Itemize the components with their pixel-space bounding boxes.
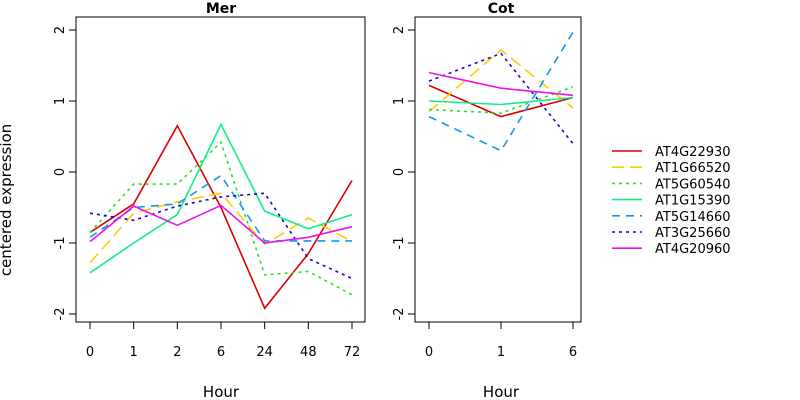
series-line-1-4 <box>428 31 574 152</box>
legend-label-3: AT1G15390 <box>655 194 731 209</box>
x-tick-label-1-2: 6 <box>569 345 577 360</box>
series-line-0-2 <box>89 140 353 296</box>
y-tick-label-0-3: 1 <box>53 97 68 105</box>
series-line-0-5 <box>89 192 353 280</box>
x-tick-label-0-1: 1 <box>130 345 138 360</box>
panel-title-mer: Mer <box>206 1 236 17</box>
series-line-1-5 <box>428 52 574 145</box>
y-tick-label-0-4: 2 <box>53 26 68 34</box>
plot-frame-cot <box>414 16 582 323</box>
series-line-1-0 <box>428 84 574 118</box>
legend-label-1: AT1G66520 <box>655 161 731 176</box>
x-tick-label-0-0: 0 <box>86 345 94 360</box>
panel-title-cot: Cot <box>488 1 515 17</box>
series-line-1-1 <box>428 48 574 113</box>
series-line-1-2 <box>428 86 574 114</box>
series-line-0-4 <box>89 174 352 242</box>
y-tick-label-1-0: -2 <box>392 308 407 321</box>
panel-cot: Cot Hour -2 -1 0 1 2 0 1 6 <box>392 1 582 400</box>
x-tick-label-0-4: 24 <box>256 345 273 360</box>
y-tick-label-1-1: -1 <box>392 237 407 250</box>
plot-frame-mer <box>75 16 366 323</box>
series-line-0-6 <box>89 204 353 244</box>
series-line-1-3 <box>428 96 574 106</box>
y-axis-label: centered expression <box>0 124 15 276</box>
series-line-0-1 <box>89 192 353 264</box>
series-line-0-0 <box>89 124 353 310</box>
legend-label-2: AT5G60540 <box>655 177 731 192</box>
x-axis-label-mer: Hour <box>203 383 240 400</box>
y-tick-label-1-3: 1 <box>392 97 407 105</box>
x-tick-label-1-1: 1 <box>497 345 505 360</box>
legend-label-6: AT4G20960 <box>655 242 731 257</box>
y-tick-label-0-0: -2 <box>53 308 68 321</box>
y-tick-label-0-1: -1 <box>53 237 68 250</box>
y-tick-label-0-2: 0 <box>53 168 68 176</box>
x-tick-label-0-6: 72 <box>344 345 361 360</box>
x-tick-label-0-3: 6 <box>217 345 225 360</box>
x-tick-label-0-5: 48 <box>300 345 317 360</box>
y-tick-label-1-2: 0 <box>392 168 407 176</box>
x-tick-label-1-0: 0 <box>425 345 433 360</box>
panel-mer: Mer Hour -2 -1 0 1 2 0 1 2 6 24 48 72 <box>53 1 366 400</box>
y-tick-label-1-4: 2 <box>392 26 407 34</box>
x-axis-label-cot: Hour <box>483 383 520 400</box>
x-tick-label-0-2: 2 <box>173 345 181 360</box>
legend-label-5: AT3G25660 <box>655 226 731 241</box>
series-line-1-6 <box>428 71 574 97</box>
series-line-0-3 <box>89 122 353 274</box>
legend-label-4: AT5G14660 <box>655 210 731 225</box>
legend-label-0: AT4G22930 <box>655 145 731 160</box>
